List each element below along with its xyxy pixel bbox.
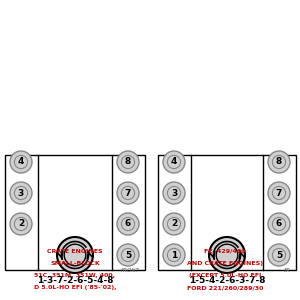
Text: 1: 1 <box>171 250 177 260</box>
Text: FE, 429/460: FE, 429/460 <box>204 249 246 254</box>
Text: 8: 8 <box>125 158 131 166</box>
Circle shape <box>163 151 185 173</box>
Text: FORD 221/260/289/30: FORD 221/260/289/30 <box>187 285 263 290</box>
Circle shape <box>117 213 139 235</box>
Circle shape <box>163 182 185 204</box>
Text: 3: 3 <box>171 188 177 197</box>
Text: 5: 5 <box>276 250 282 260</box>
Text: 1-3-7-2-6-5-4-8: 1-3-7-2-6-5-4-8 <box>37 276 113 285</box>
Text: CRATE ENGINES: CRATE ENGINES <box>47 249 103 254</box>
Text: 5: 5 <box>125 250 131 260</box>
Text: 4: 4 <box>171 158 177 166</box>
Text: 2: 2 <box>18 220 24 229</box>
Text: FR: FR <box>284 268 291 273</box>
Text: SMALL-BLOCK: SMALL-BLOCK <box>50 261 100 266</box>
Circle shape <box>268 244 290 266</box>
Circle shape <box>268 151 290 173</box>
Text: 4: 4 <box>18 158 24 166</box>
Text: 8: 8 <box>276 158 282 166</box>
Circle shape <box>10 213 32 235</box>
Circle shape <box>209 237 245 273</box>
Text: 2: 2 <box>171 220 177 229</box>
Text: 7: 7 <box>276 188 282 197</box>
Text: 6: 6 <box>125 220 131 229</box>
Circle shape <box>268 213 290 235</box>
Text: AND CRATE ENGINES): AND CRATE ENGINES) <box>187 261 263 266</box>
Text: D 5.0L-HO EFI ('85-'02),: D 5.0L-HO EFI ('85-'02), <box>34 285 116 290</box>
Text: 51C, 351M, 351W, 400,: 51C, 351M, 351W, 400, <box>34 273 116 278</box>
Text: (EXCEPT 5.0L-HO EFI: (EXCEPT 5.0L-HO EFI <box>189 273 261 278</box>
Circle shape <box>10 151 32 173</box>
Circle shape <box>117 151 139 173</box>
Bar <box>5 155 145 270</box>
Bar <box>158 155 296 270</box>
Circle shape <box>117 182 139 204</box>
Circle shape <box>57 237 93 273</box>
Text: 6: 6 <box>276 220 282 229</box>
Circle shape <box>10 182 32 204</box>
Circle shape <box>268 182 290 204</box>
Text: 1-5-4-2-6-3-7-8: 1-5-4-2-6-3-7-8 <box>189 276 265 285</box>
Circle shape <box>163 244 185 266</box>
Text: FRONT: FRONT <box>121 268 140 273</box>
Text: 7: 7 <box>125 188 131 197</box>
Circle shape <box>117 244 139 266</box>
Circle shape <box>163 213 185 235</box>
Text: 3: 3 <box>18 188 24 197</box>
